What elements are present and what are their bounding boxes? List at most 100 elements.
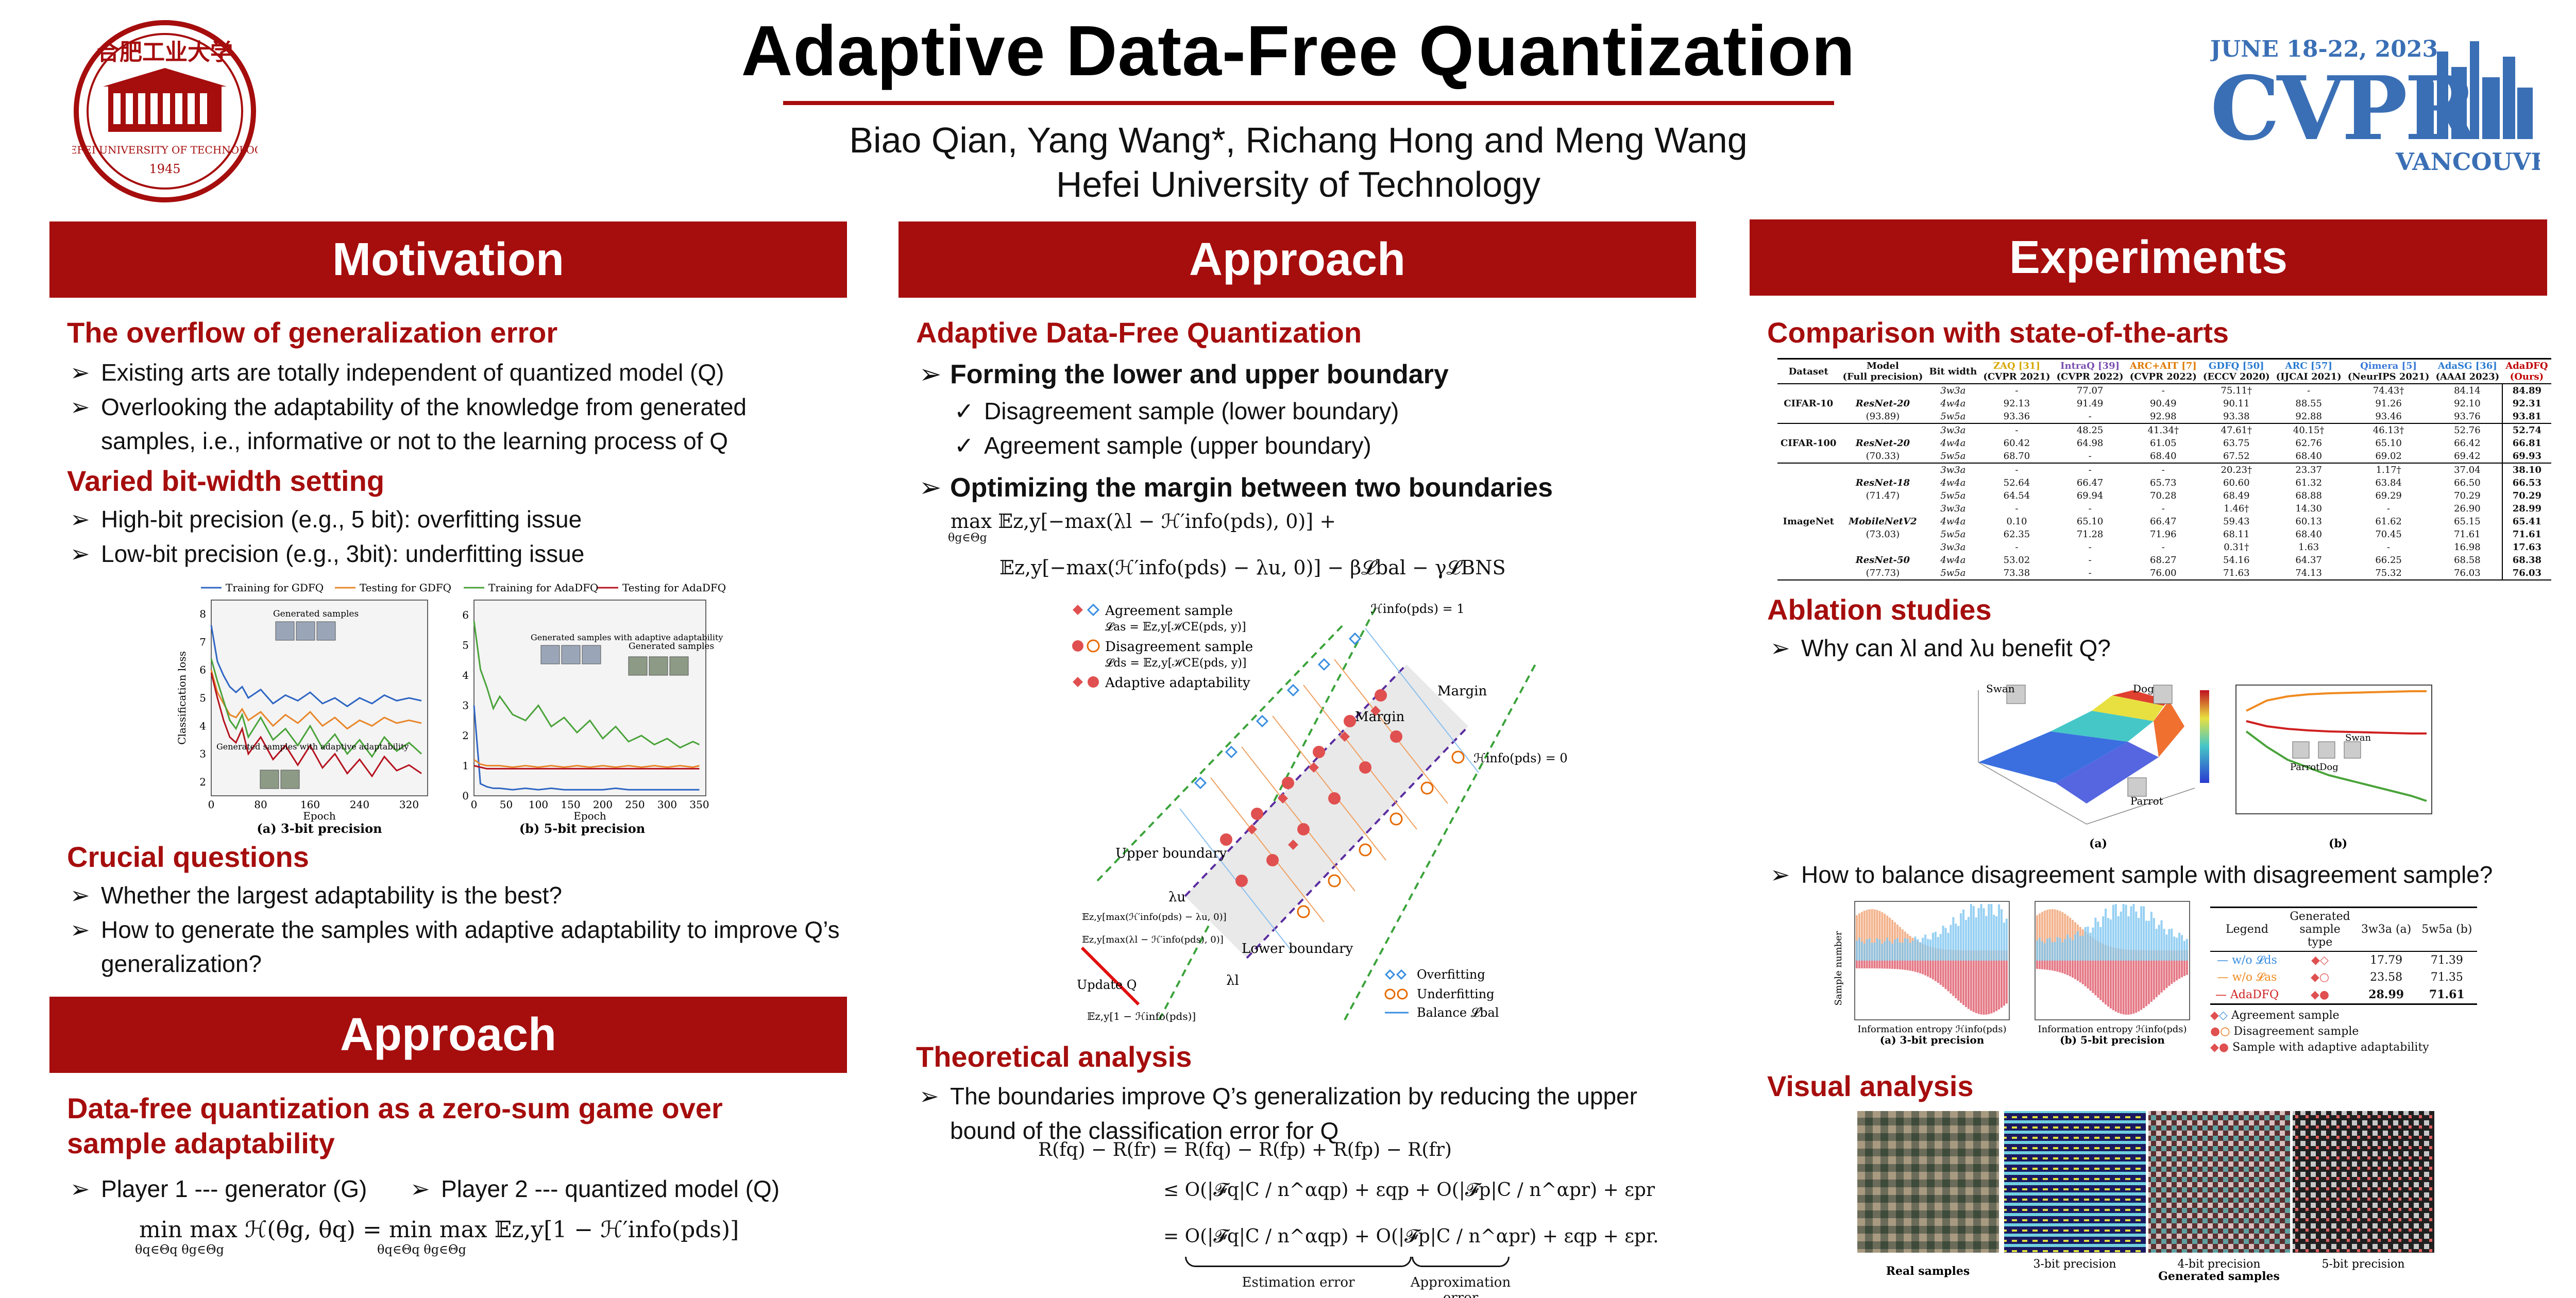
table-row: ResNet-18 4w4a 52.64 66.47 65.73 60.60 61.32 63… — [1777, 476, 2551, 489]
ablation-heading: Ablation studies — [1767, 593, 1992, 626]
value-cell: 63.84 — [2375, 477, 2402, 488]
ablation-curves: Parrot Dog Swan (b) — [2235, 685, 2432, 850]
hist-bar — [1901, 961, 1904, 970]
value-cell: 75.11† — [2221, 385, 2252, 396]
svg-text:𝓛as = 𝔼z,y[ℋCE(pds, y)]: 𝓛as = 𝔼z,y[ℋCE(pds, y)] — [1105, 621, 1246, 634]
value-cell: 54.16 — [2223, 555, 2250, 566]
series-line — [473, 705, 700, 791]
x-tick-label: 250 — [625, 798, 645, 811]
value-cell: 93.36 — [2003, 411, 2030, 422]
value-cell: 1.17† — [2376, 465, 2401, 475]
hist-bar — [1937, 961, 1939, 983]
hist-bar — [1934, 931, 1937, 961]
y-tick-label: 4 — [462, 669, 469, 681]
hist-bar — [2059, 911, 2061, 961]
table-header: ARC [57] (IJCAI 2021) — [2276, 361, 2342, 382]
hist-bar — [1899, 961, 1901, 969]
dataset-cell: ImageNet — [1783, 516, 1834, 527]
svg-text:𝔼z,y[max(λl − ℋ′info(pds), 0): 𝔼z,y[max(λl − ℋ′info(pds), 0)] — [1082, 934, 1224, 945]
hist-bar — [2163, 929, 2165, 961]
table-row: ResNet-20 4w4a 60.42 64.98 61.05 63.75 62.76 65… — [1777, 437, 2551, 450]
value-cell: 66.50 — [2454, 477, 2481, 488]
author-list: Biao Qian, Yang Wang*, Richang Hong and … — [849, 120, 1748, 160]
value-cell: 61.32 — [2295, 477, 2322, 488]
hist-bar — [1896, 961, 1899, 969]
hist-bar — [1889, 917, 1891, 961]
value-cell: 68.40 — [2150, 451, 2177, 462]
game-equation: min max ℋ(θg, θq) = min max 𝔼z,y[1 − ℋ′i… — [139, 1217, 739, 1243]
value-cell: 48.25 — [2076, 425, 2104, 436]
value-cell: - — [2015, 465, 2019, 475]
value-cell: 69.94 — [2076, 490, 2104, 501]
hist-bar — [1988, 904, 1990, 961]
hist-bar — [1911, 961, 1914, 971]
svg-text:(b): (b) — [2329, 837, 2347, 850]
hist-bar — [1927, 938, 1929, 961]
svg-text:ℋinfo(pds) = 0: ℋinfo(pds) = 0 — [1473, 751, 1568, 765]
hist-bar — [2150, 912, 2153, 961]
value-cell: 23.37 — [2295, 465, 2322, 475]
hist-bar — [2036, 961, 2038, 969]
hist-bar — [1878, 940, 1881, 961]
hist-bar — [2097, 961, 2099, 998]
value-cell: 41.34† — [2147, 425, 2179, 436]
hist-bar — [1899, 942, 1901, 961]
hist-bar — [2064, 914, 2066, 961]
series-line — [473, 765, 700, 770]
hist-bar — [2107, 961, 2110, 1007]
value-cell: 92.88 — [2295, 411, 2322, 422]
sample-thumb — [669, 656, 689, 676]
hist-bar — [1856, 941, 1858, 961]
svg-text:Real samples: Real samples — [1886, 1265, 1970, 1278]
model-cell — [1839, 384, 1926, 397]
hist-bar — [2074, 934, 2076, 961]
hist-bar — [1878, 961, 1881, 969]
bitwidth-cell: 5w5a — [1940, 411, 1966, 422]
value-cell: 60.60 — [2223, 477, 2250, 488]
hist-bar — [2135, 911, 2138, 961]
4bit-samples-mosaic — [2148, 1111, 2290, 1253]
hist-bar — [2092, 927, 2094, 961]
value-cell: 66.53 — [2502, 476, 2551, 489]
value-cell: 52.74 — [2502, 423, 2551, 437]
sample-thumb — [561, 645, 581, 664]
hist-bar — [1868, 961, 1871, 969]
bitwidth-cell: 5w5a — [1940, 490, 1966, 501]
value-cell: 71.61 — [2502, 528, 2551, 541]
svg-text:Information entropy ℋinfo(pds): Information entropy ℋinfo(pds) — [1857, 1024, 2006, 1035]
value-cell: - — [2161, 385, 2165, 396]
hist-bar — [2153, 961, 2155, 1000]
hist-bar — [2138, 918, 2140, 961]
hist-bar — [1998, 904, 2001, 961]
loss-figure: Training for GDFQ Testing for GDFQ Trainin… — [170, 579, 726, 837]
x-tick-label: 0 — [471, 798, 478, 811]
svg-text:Agreement sample: Agreement sample — [1105, 603, 1233, 619]
hist-bar — [2003, 923, 2005, 961]
svg-text:Dog: Dog — [2133, 682, 2154, 695]
hist-bar — [2163, 961, 2165, 990]
value-cell: - — [2015, 503, 2019, 514]
value-cell: 71.63 — [2223, 568, 2250, 578]
svg-text:(a) 3-bit precision: (a) 3-bit precision — [1880, 1034, 1985, 1046]
value-cell: 76.03 — [2454, 568, 2481, 578]
ablation-surface: Swan Dog Parrot (a) — [1978, 682, 2209, 850]
hist-bar — [2171, 961, 2173, 984]
sota-heading: Comparison with state-of-the-arts — [1767, 316, 2229, 349]
value-cell: 26.90 — [2454, 503, 2481, 514]
hist-bar — [1893, 961, 1896, 969]
bitwidth-cell: 3w3a — [1940, 465, 1966, 475]
table-header: ZAQ [31] (CVPR 2021) — [1983, 361, 2050, 382]
hist-bar — [2097, 921, 2099, 961]
bitwidth-cell: 4w4a — [1940, 398, 1966, 409]
x-tick-label: 160 — [300, 798, 320, 811]
hist-bar — [1955, 924, 1957, 961]
value-cell: 38.10 — [2502, 463, 2551, 476]
hist-bar — [2138, 961, 2140, 1012]
hist-bar — [2183, 961, 2185, 976]
hist-bar — [2102, 916, 2105, 961]
hist-bar — [2051, 961, 2054, 971]
svg-text:CVPR: CVPR — [2210, 57, 2478, 160]
hist-bar — [1884, 961, 1886, 969]
hist-bar — [2145, 961, 2147, 1006]
table-row: ImageNet 3w3a - - - 20.23† 23.37 1.17† 37.04 38.1… — [1777, 463, 2551, 527]
